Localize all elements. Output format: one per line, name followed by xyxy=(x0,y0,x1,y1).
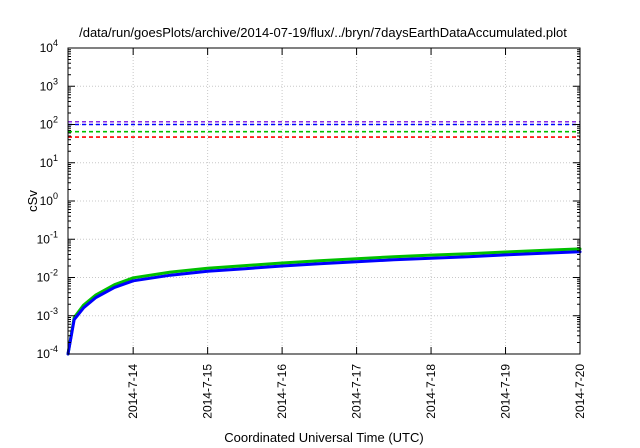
y-tick-label: 10-1 xyxy=(37,229,58,246)
y-tick-label: 10-4 xyxy=(37,344,58,361)
x-tick-label: 2014-7-18 xyxy=(424,364,438,419)
threshold-lines xyxy=(68,120,580,138)
series-lines xyxy=(66,247,582,356)
series-line xyxy=(66,250,582,356)
y-tick-label: 10-2 xyxy=(37,268,58,285)
y-tick-label: 103 xyxy=(40,76,58,93)
x-tick-label: 2014-7-14 xyxy=(126,364,140,419)
x-axis: 2014-7-14 2014-7-15 2014-7-16 2014-7-17 2014… xyxy=(126,48,587,419)
y-tick-label: 101 xyxy=(40,153,58,170)
y-tick-label: 10-3 xyxy=(37,306,58,323)
x-tick-label: 2014-7-17 xyxy=(350,364,364,419)
x-tick-label: 2014-7-20 xyxy=(573,364,587,419)
series-line xyxy=(66,247,582,356)
y-axis: 10-4 10-3 10-2 10-1 100 101 102 103 104 xyxy=(37,38,580,361)
y-tick-label: 100 xyxy=(40,191,58,208)
grid xyxy=(68,48,580,354)
x-tick-label: 2014-7-19 xyxy=(499,364,513,419)
x-tick-label: 2014-7-16 xyxy=(275,364,289,419)
x-axis-label: Coordinated Universal Time (UTC) xyxy=(224,430,423,445)
y-axis-label: cSv xyxy=(25,190,40,212)
y-tick-label: 104 xyxy=(40,38,58,55)
x-tick-label: 2014-7-15 xyxy=(201,364,215,419)
chart-title: /data/run/goesPlots/archive/2014-07-19/f… xyxy=(79,25,567,40)
y-tick-label: 102 xyxy=(40,115,58,132)
